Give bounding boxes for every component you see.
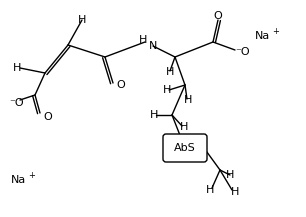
Text: H: H: [184, 95, 192, 105]
Text: H: H: [180, 122, 188, 132]
Text: H: H: [139, 35, 147, 45]
Text: H: H: [78, 15, 86, 25]
Text: H: H: [231, 187, 239, 197]
Text: Na: Na: [254, 31, 270, 41]
Text: H: H: [166, 67, 174, 77]
Text: ⁻O: ⁻O: [10, 98, 24, 108]
Text: O: O: [117, 80, 125, 90]
Text: O: O: [44, 112, 52, 122]
Text: AbS: AbS: [174, 143, 196, 153]
Text: N: N: [149, 41, 157, 51]
Text: H: H: [13, 63, 21, 73]
Text: Na: Na: [10, 175, 26, 185]
FancyBboxPatch shape: [163, 134, 207, 162]
Text: +: +: [28, 171, 35, 181]
Text: +: +: [273, 28, 279, 36]
Text: ⁻O: ⁻O: [236, 47, 250, 57]
Text: H: H: [206, 185, 214, 195]
Text: H: H: [163, 85, 171, 95]
Text: H: H: [150, 110, 158, 120]
Text: H: H: [226, 170, 234, 180]
Text: O: O: [214, 11, 222, 21]
